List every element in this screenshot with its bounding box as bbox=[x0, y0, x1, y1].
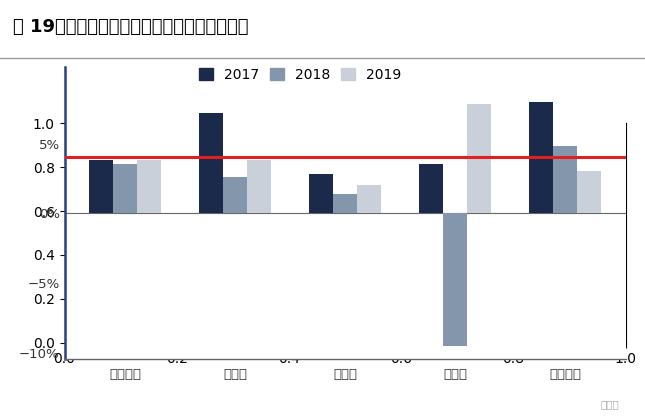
Bar bbox=[357, 185, 381, 213]
Bar bbox=[333, 194, 357, 213]
Bar bbox=[553, 146, 577, 213]
Bar bbox=[309, 174, 333, 213]
Bar bbox=[199, 113, 223, 213]
Bar bbox=[89, 160, 113, 213]
Bar bbox=[577, 171, 601, 213]
Text: 图 19：海大集团销售净利率处于行业平均水平: 图 19：海大集团销售净利率处于行业平均水平 bbox=[13, 18, 248, 36]
Bar bbox=[113, 164, 137, 213]
Bar bbox=[223, 177, 247, 213]
Bar bbox=[529, 102, 553, 213]
Bar bbox=[419, 164, 443, 213]
Bar bbox=[443, 213, 467, 346]
Bar bbox=[467, 104, 491, 213]
Text: 研报酷: 研报酷 bbox=[600, 400, 619, 410]
Bar bbox=[247, 160, 272, 213]
Bar bbox=[137, 160, 161, 213]
Legend: 2017, 2018, 2019: 2017, 2018, 2019 bbox=[199, 68, 402, 82]
